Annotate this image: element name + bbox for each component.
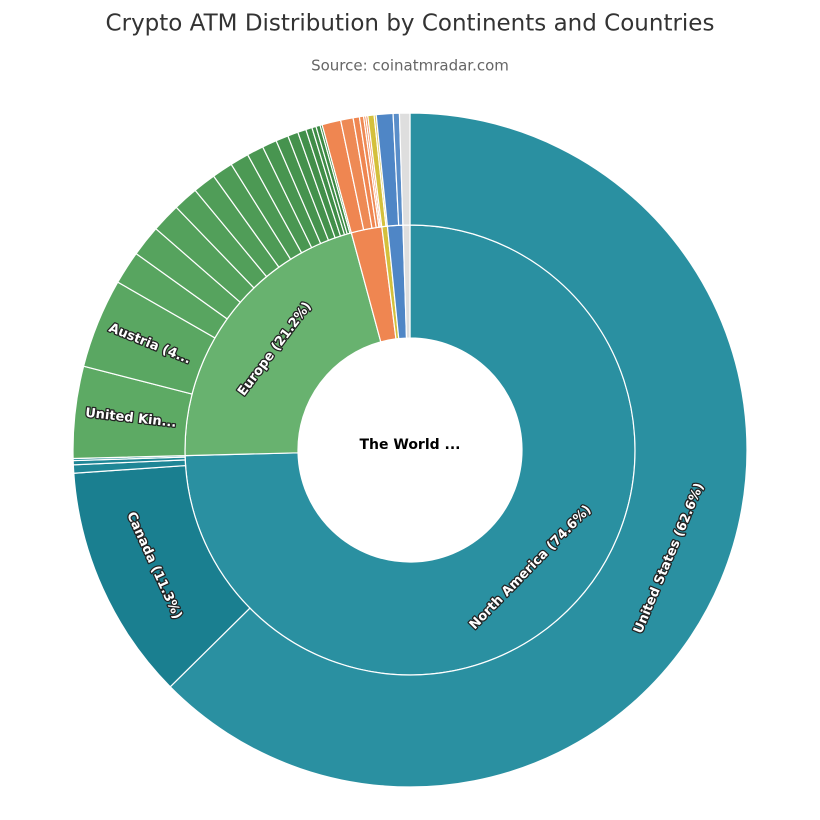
segment bbox=[169, 112, 748, 788]
chart-subtitle: Source: coinatmradar.com bbox=[311, 57, 509, 75]
chart-title: Crypto ATM Distribution by Continents an… bbox=[106, 11, 715, 37]
segment bbox=[398, 112, 411, 226]
center-label: The World ... bbox=[359, 437, 460, 453]
